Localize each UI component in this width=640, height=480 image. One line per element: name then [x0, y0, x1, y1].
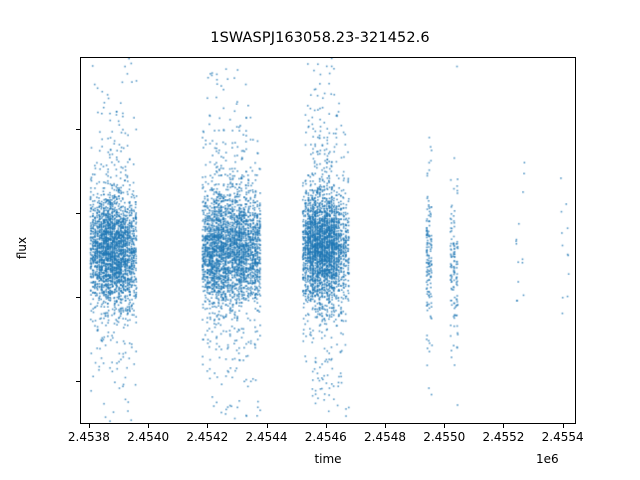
- x-tick-mark: [88, 424, 90, 428]
- y-tick-mark: [76, 381, 80, 383]
- x-tick-label: 2.4550: [423, 430, 466, 444]
- x-tick-label: 2.4546: [304, 430, 347, 444]
- x-axis-label: time: [314, 452, 342, 466]
- x-tick-label: 2.4544: [245, 430, 288, 444]
- x-axis-offset-text: 1e6: [536, 452, 559, 466]
- x-tick-mark: [562, 424, 564, 428]
- x-tick-mark: [148, 424, 150, 428]
- x-tick-label: 2.4552: [482, 430, 525, 444]
- x-tick-label: 2.4548: [364, 430, 406, 444]
- y-tick-mark: [76, 213, 80, 215]
- x-tick-mark: [503, 424, 505, 428]
- y-tick-mark: [76, 129, 80, 131]
- y-tick-mark: [76, 297, 80, 299]
- x-tick-mark: [207, 424, 209, 428]
- x-tick-label: 2.4554: [541, 430, 584, 444]
- scatter-points-layer: [81, 58, 575, 423]
- x-tick-mark: [385, 424, 386, 428]
- x-tick-label: 2.4540: [127, 430, 170, 444]
- chart-title: 1SWASPJ163058.23-321452.6: [210, 30, 430, 46]
- y-axis-label: flux: [15, 236, 29, 259]
- x-tick-mark: [266, 424, 268, 428]
- x-tick-label: 2.4538: [67, 430, 110, 444]
- x-tick-mark: [325, 424, 327, 428]
- plot-axes-area: [80, 57, 576, 424]
- x-tick-label: 2.4542: [186, 430, 229, 444]
- x-tick-mark: [444, 424, 446, 428]
